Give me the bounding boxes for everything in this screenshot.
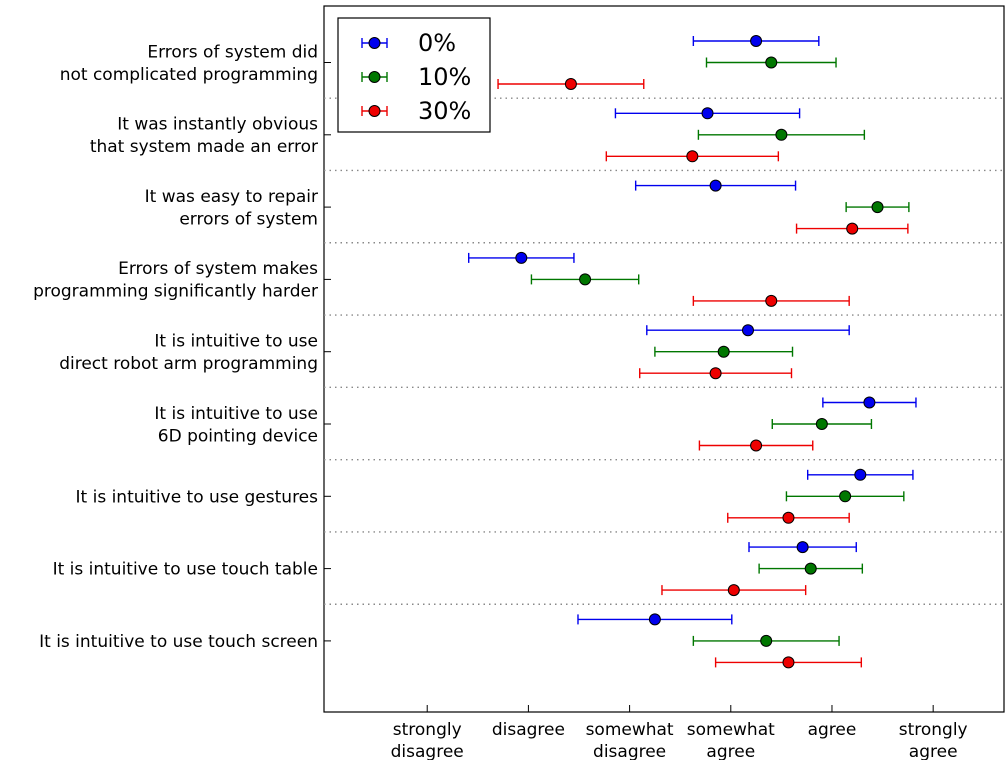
- data-point: [648, 613, 661, 626]
- data-point: [515, 251, 528, 264]
- legend-label: 30%: [418, 97, 471, 125]
- data-point: [741, 324, 754, 337]
- data-point: [839, 490, 852, 503]
- data-point: [750, 35, 763, 47]
- x-tick-label: agree: [909, 742, 958, 760]
- category-label: errors of system: [179, 209, 318, 229]
- legend: 0% 10% 30%: [337, 17, 491, 133]
- data-point: [686, 150, 699, 163]
- x-axis-labels: strongly disagree disagree somewhat disagree…: [391, 705, 968, 760]
- data-point: [709, 367, 722, 380]
- data-point: [727, 584, 740, 597]
- data-point: [815, 418, 828, 430]
- category-label: It was instantly obvious: [117, 115, 318, 135]
- data-point: [765, 294, 778, 307]
- legend-marker: [368, 37, 381, 49]
- x-tick-label: somewhat: [687, 720, 775, 740]
- data-point: [564, 78, 577, 90]
- data-point: [701, 107, 714, 120]
- category-label: not complicated programming: [60, 65, 318, 85]
- category-label: It is intuitive to use touch table: [53, 560, 318, 580]
- data-point: [709, 179, 722, 192]
- data-point: [863, 396, 876, 409]
- category-label: It was easy to repair: [145, 187, 318, 207]
- category-label: Errors of system makes: [118, 259, 318, 279]
- data-point: [579, 273, 592, 286]
- category-label: that system made an error: [90, 137, 318, 157]
- category-label: direct robot arm programming: [59, 354, 318, 374]
- data-point: [796, 541, 809, 554]
- category-label: It is intuitive to use: [154, 331, 318, 351]
- legend-marker: [368, 105, 381, 117]
- data-point: [782, 511, 795, 524]
- x-tick-label: somewhat: [586, 720, 674, 740]
- category-label: It is intuitive to use touch screen: [39, 632, 318, 652]
- legend-label: 0%: [418, 29, 456, 57]
- data-point: [804, 562, 817, 575]
- x-tick-label: strongly: [393, 720, 462, 740]
- legend-label: 10%: [418, 63, 471, 91]
- data-point: [760, 634, 773, 647]
- data-point: [871, 201, 884, 214]
- data-points: [515, 35, 884, 669]
- data-point: [854, 468, 867, 481]
- x-tick-label: disagree: [391, 742, 464, 760]
- data-point: [775, 128, 788, 141]
- data-point: [782, 656, 795, 669]
- category-label: programming significantly harder: [33, 282, 318, 302]
- data-point: [717, 345, 730, 358]
- category-label: Errors of system did: [147, 42, 318, 62]
- x-tick-label: strongly: [899, 720, 968, 740]
- row-separators: [324, 97, 1004, 605]
- y-axis-labels: Errors of system did not complicated prog…: [33, 42, 331, 652]
- legend-box: [337, 17, 491, 133]
- x-tick-label: agree: [808, 720, 857, 740]
- x-tick-label: agree: [706, 742, 755, 760]
- category-label: It is intuitive to use gestures: [76, 487, 319, 507]
- x-tick-label: disagree: [492, 720, 565, 740]
- category-label: It is intuitive to use: [154, 404, 318, 424]
- data-point: [765, 56, 778, 69]
- data-point: [750, 439, 763, 452]
- data-point: [846, 222, 859, 235]
- legend-marker: [368, 71, 381, 83]
- category-label: 6D pointing device: [158, 426, 318, 446]
- x-tick-label: disagree: [593, 742, 666, 760]
